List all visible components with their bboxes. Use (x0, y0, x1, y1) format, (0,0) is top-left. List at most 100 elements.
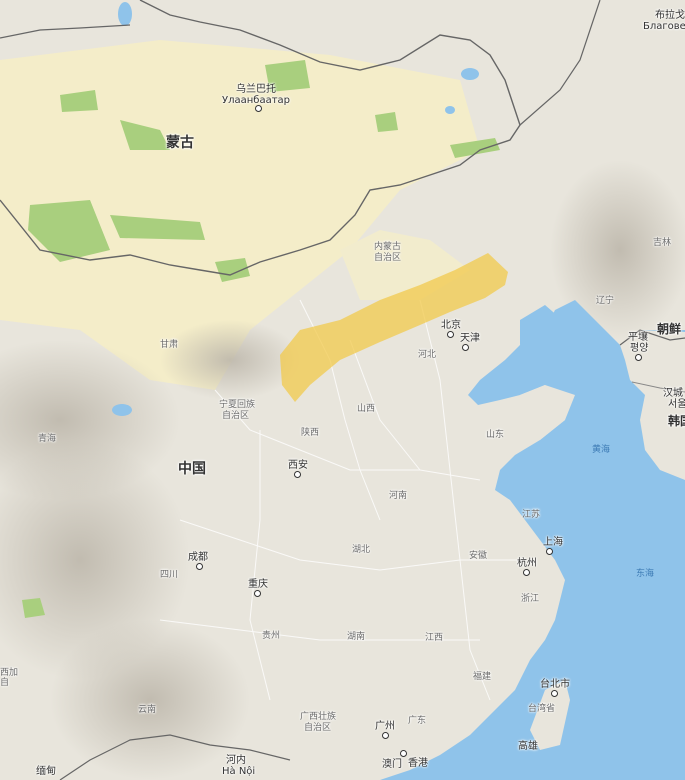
label-east-sea: 东海 (636, 569, 655, 579)
border-mongolia (0, 0, 521, 276)
label-seoul-1[interactable]: 汉城 (663, 388, 683, 399)
border-south (59, 734, 291, 780)
highlight-band (280, 253, 508, 402)
city-marker-beijing[interactable] (447, 331, 454, 338)
label-guizhou: 贵州 (262, 631, 281, 641)
label-yellow-sea: 黄海 (592, 445, 611, 455)
label-ningxia-2: 自治区 (222, 411, 250, 421)
label-pyongyang-1[interactable]: 平壤 (628, 332, 648, 343)
border-dmz (631, 381, 685, 393)
label-tianjin[interactable]: 天津 (460, 333, 480, 344)
label-country-china: 中国 (178, 461, 206, 477)
label-henan: 河南 (389, 491, 408, 501)
label-ulaanbaatar-cn[interactable]: 乌兰巴托 (236, 84, 276, 95)
label-hanoi-vi[interactable]: Hà Nội (222, 766, 256, 777)
label-zhejiang: 浙江 (521, 594, 540, 604)
city-marker-shanghai[interactable] (546, 548, 553, 555)
label-hunan: 湖南 (347, 632, 366, 642)
label-hubei: 湖北 (352, 545, 371, 555)
city-marker-taipei[interactable] (551, 690, 558, 697)
city-marker-guangzhou[interactable] (382, 732, 389, 739)
park-1 (28, 200, 110, 262)
label-shanghai[interactable]: 上海 (543, 537, 563, 548)
label-chengdu[interactable]: 成都 (188, 552, 208, 563)
label-country-mongolia: 蒙古 (166, 135, 194, 151)
relief-yunnan (50, 620, 250, 780)
province-lines (159, 299, 520, 701)
label-pyongyang-2[interactable]: 평양 (630, 343, 649, 354)
park-5 (265, 60, 310, 92)
label-guangxi-2: 自治区 (304, 723, 332, 733)
relief-tibet (0, 440, 190, 680)
label-ningxia-1: 宁夏回族 (219, 400, 256, 410)
sea-area (380, 300, 685, 780)
label-shaanxi: 陕西 (301, 428, 320, 438)
lake-2 (461, 68, 479, 80)
label-hongkong[interactable]: 香港 (408, 758, 428, 769)
label-myanmar: 缅甸 (36, 766, 56, 777)
label-blagoveshchensk-cn[interactable]: 布拉戈 (655, 10, 685, 21)
label-shanxi: 山西 (357, 404, 376, 414)
bohai-bay (520, 305, 560, 345)
label-inner-mongolia-1: 内蒙古 (374, 242, 402, 252)
label-sichuan: 四川 (160, 570, 179, 580)
border-north (0, 24, 131, 39)
taiwan-island (530, 680, 570, 750)
label-beijing[interactable]: 北京 (441, 320, 461, 331)
label-hangzhou[interactable]: 杭州 (517, 558, 537, 569)
label-tibet-part: 自 (0, 678, 10, 688)
label-yunnan: 云南 (138, 705, 157, 715)
city-marker-chongqing[interactable] (254, 590, 261, 597)
city-marker-xian[interactable] (294, 471, 301, 478)
label-liaoning: 辽宁 (596, 296, 615, 306)
label-xinjiang-part: 西加 (0, 668, 19, 678)
label-blagoveshchensk-ru[interactable]: Благовеще (643, 21, 685, 32)
label-taiwan: 台湾省 (528, 704, 556, 714)
lake-1 (118, 2, 132, 26)
label-jiangsu: 江苏 (522, 510, 541, 520)
label-ulaanbaatar-mn[interactable]: Улаанбаатар (222, 95, 291, 106)
city-marker-hongkong[interactable] (400, 750, 407, 757)
city-marker-tianjin[interactable] (462, 344, 469, 351)
label-hanoi-cn[interactable]: 河内 (226, 755, 246, 766)
label-anhui: 安徽 (469, 551, 488, 561)
park-8 (375, 112, 398, 132)
label-gansu: 甘肃 (160, 340, 179, 350)
border-russia (519, 0, 601, 126)
park-3 (215, 258, 250, 282)
desert-region (0, 40, 480, 390)
label-xian[interactable]: 西安 (288, 460, 308, 471)
city-marker-chengdu[interactable] (196, 563, 203, 570)
label-macau[interactable]: 澳门 (382, 759, 402, 770)
label-taipei[interactable]: 台北市 (540, 679, 570, 690)
shandong-peninsula (515, 385, 575, 440)
label-shandong: 山东 (486, 430, 505, 440)
park-4 (120, 120, 170, 150)
label-country-north-korea: 朝鲜 (657, 322, 682, 336)
park-9 (22, 598, 45, 618)
lake-3 (445, 106, 455, 114)
korea-peninsula (620, 330, 685, 480)
park-6 (450, 138, 500, 158)
city-marker-ulaanbaatar[interactable] (255, 105, 262, 112)
label-guangdong: 广东 (408, 716, 427, 726)
label-kaohsiung[interactable]: 高雄 (518, 741, 538, 752)
city-marker-hangzhou[interactable] (523, 569, 530, 576)
city-marker-pyongyang[interactable] (635, 354, 642, 361)
label-chongqing[interactable]: 重庆 (248, 579, 268, 590)
park-7 (60, 90, 98, 112)
lake-qinghai (112, 404, 132, 416)
park-2 (110, 215, 205, 240)
label-seoul-2[interactable]: 서울 (668, 399, 685, 410)
label-country-south-korea: 韩国 (668, 414, 685, 428)
label-guangxi-1: 广西壮族 (300, 712, 337, 722)
relief-northeast (550, 160, 685, 340)
label-inner-mongolia-2: 自治区 (374, 253, 402, 263)
label-guangzhou[interactable]: 广州 (375, 721, 395, 732)
label-qinghai: 青海 (38, 434, 57, 444)
border-korea (619, 329, 685, 346)
label-jilin: 吉林 (653, 238, 672, 248)
label-fujian: 福建 (473, 672, 492, 682)
